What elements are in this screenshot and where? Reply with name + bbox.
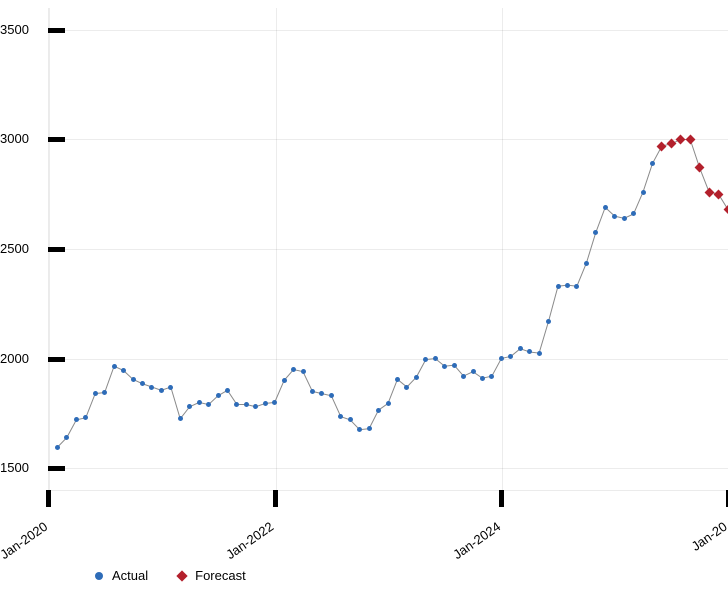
series-lines <box>0 0 728 600</box>
series-line-forecast <box>662 139 728 227</box>
point-actual <box>480 376 485 381</box>
point-actual <box>395 377 400 382</box>
point-actual <box>622 216 627 221</box>
point-actual <box>489 374 494 379</box>
point-actual <box>310 389 315 394</box>
point-actual <box>197 400 202 405</box>
point-actual <box>584 261 589 266</box>
point-actual <box>452 363 457 368</box>
point-actual <box>414 375 419 380</box>
point-actual <box>556 284 561 289</box>
point-actual <box>650 161 655 166</box>
point-actual <box>499 356 504 361</box>
point-actual <box>537 351 542 356</box>
point-actual <box>55 445 60 450</box>
point-actual <box>471 369 476 374</box>
point-actual <box>168 385 173 390</box>
timeseries-chart: Actual Forecast 15002000250030003500Jan-… <box>0 0 728 600</box>
point-actual <box>546 319 551 324</box>
point-actual <box>263 401 268 406</box>
point-actual <box>216 393 221 398</box>
point-actual <box>225 388 230 393</box>
point-actual <box>442 364 447 369</box>
point-actual <box>565 283 570 288</box>
point-actual <box>603 205 608 210</box>
series-line-actual <box>57 146 661 447</box>
point-actual <box>112 364 117 369</box>
point-actual <box>376 408 381 413</box>
point-actual <box>149 385 154 390</box>
point-actual <box>612 214 617 219</box>
point-actual <box>272 400 277 405</box>
point-actual <box>433 356 438 361</box>
point-actual <box>93 391 98 396</box>
point-actual <box>131 377 136 382</box>
point-actual <box>386 401 391 406</box>
point-actual <box>404 385 409 390</box>
point-actual <box>367 426 372 431</box>
point-actual <box>641 190 646 195</box>
point-actual <box>301 369 306 374</box>
point-actual <box>159 388 164 393</box>
point-actual <box>282 378 287 383</box>
point-actual <box>461 374 466 379</box>
point-actual <box>518 346 523 351</box>
point-actual <box>244 402 249 407</box>
